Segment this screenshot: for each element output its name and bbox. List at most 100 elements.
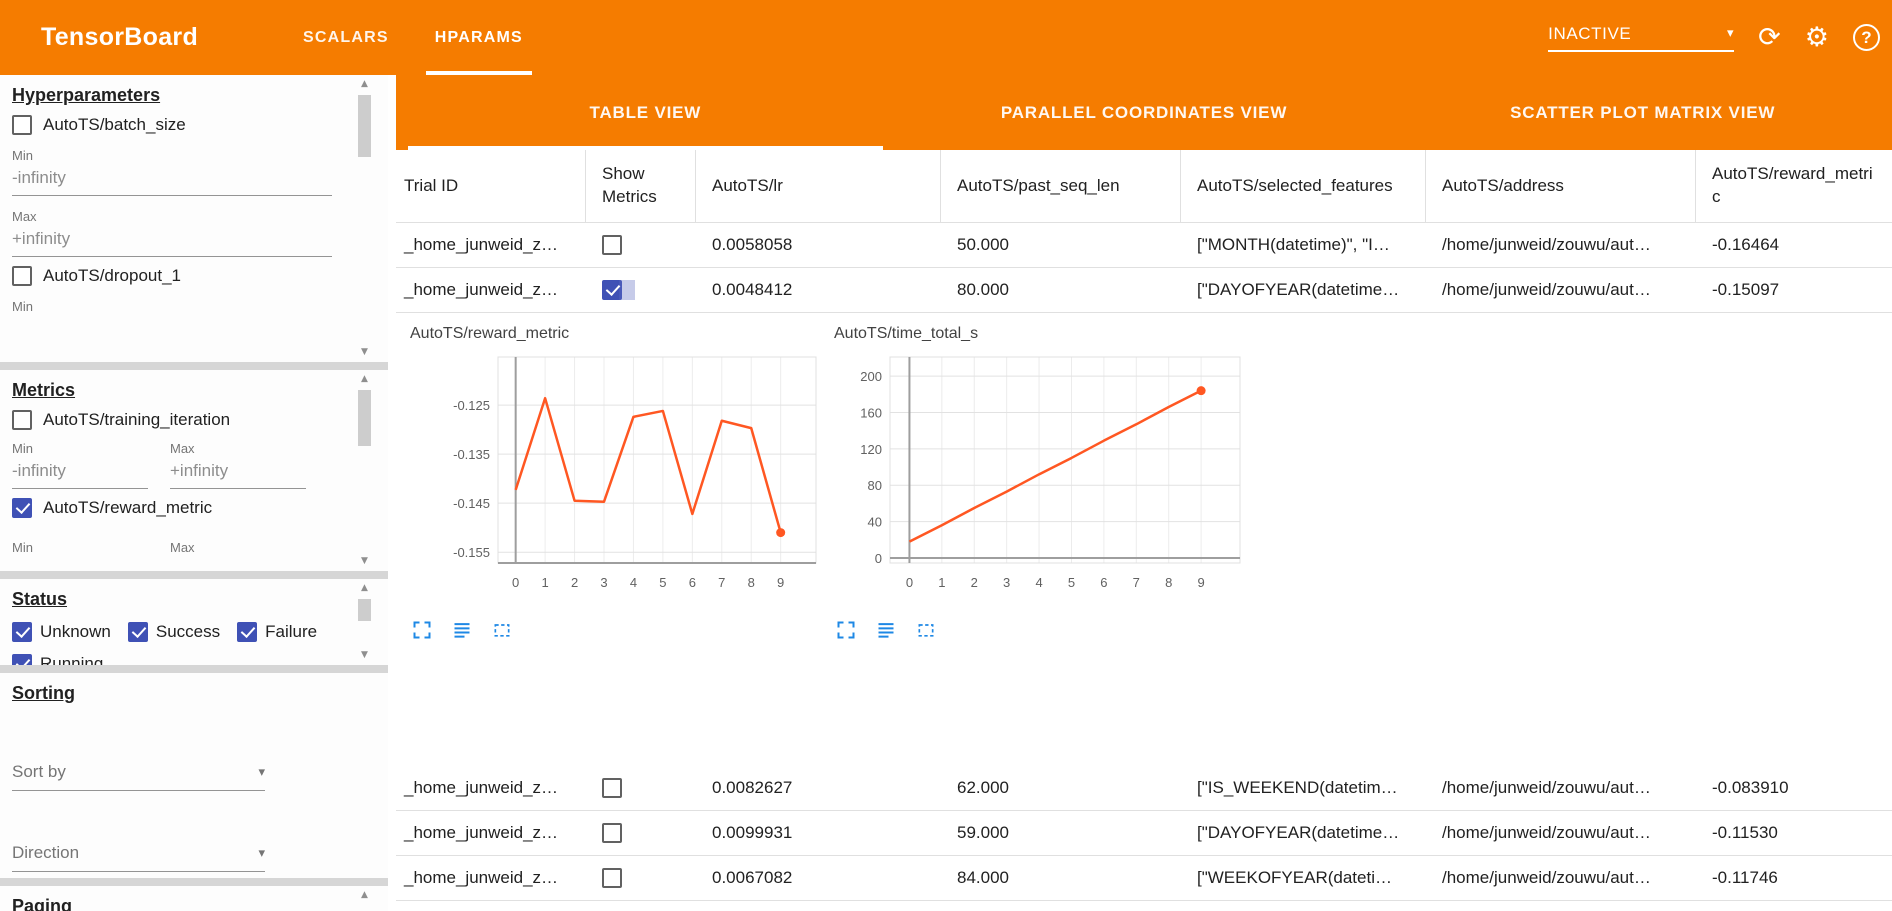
view-tab[interactable]: TABLE VIEW bbox=[396, 75, 895, 150]
fit-domain-icon[interactable] bbox=[492, 620, 512, 640]
min-label: Min bbox=[12, 148, 33, 163]
fit-domain-icon[interactable] bbox=[916, 620, 936, 640]
svg-text:-0.135: -0.135 bbox=[453, 447, 490, 462]
svg-text:3: 3 bbox=[600, 575, 607, 590]
status-dropdown[interactable]: INACTIVE ▾ bbox=[1548, 24, 1735, 52]
cell-selected-features: ["WEEKOFYEAR(dateti… bbox=[1197, 868, 1392, 887]
scroll-thumb[interactable] bbox=[358, 390, 371, 446]
cell-selected-features: ["DAYOFYEAR(datetime… bbox=[1197, 823, 1400, 842]
panel-scrollbar: ▲ ▼ bbox=[358, 375, 371, 566]
show-metrics-checkbox[interactable] bbox=[602, 280, 635, 300]
settings-icon[interactable]: ⚙ bbox=[1804, 22, 1829, 53]
paging-panel: Paging ▲ bbox=[0, 886, 388, 911]
table-row: _home_junweid_z… 0.0067082 84.000 ["WEEKOFY… bbox=[396, 856, 1892, 901]
sort-by-select[interactable]: Sort by ▾ bbox=[12, 756, 265, 791]
show-metrics-checkbox[interactable] bbox=[602, 823, 622, 843]
fullscreen-icon[interactable] bbox=[836, 620, 856, 640]
hparam-label: AutoTS/batch_size bbox=[43, 115, 186, 134]
scroll-up-icon[interactable]: ▲ bbox=[361, 79, 368, 89]
header-controls: INACTIVE ▾ ⟳ ⚙ ? bbox=[1548, 24, 1880, 52]
col-selected-features[interactable]: AutoTS/selected_features bbox=[1181, 150, 1426, 222]
metric-checkbox[interactable] bbox=[12, 410, 32, 430]
max-label: Max bbox=[170, 441, 195, 456]
min-label: Min bbox=[12, 299, 33, 314]
status-option-label: Failure bbox=[265, 622, 318, 641]
scroll-up-icon[interactable]: ▲ bbox=[361, 890, 368, 900]
svg-text:8: 8 bbox=[748, 575, 755, 590]
view-tab[interactable]: SCATTER PLOT MATRIX VIEW bbox=[1510, 102, 1776, 122]
cell-trial-id: _home_junweid_z… bbox=[404, 280, 559, 299]
status-checkbox[interactable] bbox=[12, 654, 32, 665]
metric-item-reward-metric[interactable]: AutoTS/reward_metric bbox=[12, 498, 348, 518]
help-icon[interactable]: ? bbox=[1853, 24, 1880, 51]
app-header: TensorBoard SCALARS HPARAMS INACTIVE ▾ ⟳… bbox=[0, 0, 1892, 75]
metric-item-training-iteration[interactable]: AutoTS/training_iteration bbox=[12, 410, 348, 430]
svg-text:5: 5 bbox=[659, 575, 666, 590]
status-option[interactable]: Running bbox=[12, 654, 103, 665]
status-checkbox[interactable] bbox=[237, 622, 258, 642]
tab-scalars[interactable]: SCALARS bbox=[303, 28, 389, 46]
col-show-metrics[interactable]: Show Metrics bbox=[586, 150, 696, 222]
direction-select[interactable]: Direction ▾ bbox=[12, 837, 265, 872]
status-option[interactable]: Failure bbox=[237, 622, 317, 642]
metric-checkbox[interactable] bbox=[12, 498, 32, 518]
col-trial-id[interactable]: Trial ID bbox=[396, 150, 586, 222]
col-lr[interactable]: AutoTS/lr bbox=[696, 150, 941, 222]
fullscreen-icon[interactable] bbox=[412, 620, 432, 640]
svg-text:40: 40 bbox=[868, 515, 882, 530]
cell-past-seq-len: 59.000 bbox=[957, 823, 1009, 842]
line-chart-mount: 0 1 2 3 4 5 6 7 8 9 -0.125 -0.135 -0.145 -0.155 bbox=[408, 347, 832, 614]
col-reward-metric[interactable]: AutoTS/reward_metric bbox=[1712, 164, 1873, 206]
sorting-heading: Sorting bbox=[12, 683, 75, 703]
chart-reward-metric: AutoTS/reward_metric 0 1 2 3 4 5 6 7 8 9 -0.125 -0.… bbox=[408, 325, 832, 640]
hparam-checkbox[interactable] bbox=[12, 266, 32, 286]
panel-scrollbar: ▲ ▼ bbox=[358, 80, 371, 357]
data-table-icon[interactable] bbox=[452, 620, 472, 640]
hparam-item-batch-size[interactable]: AutoTS/batch_size bbox=[12, 115, 348, 135]
svg-text:2: 2 bbox=[971, 575, 978, 590]
status-option-label: Running bbox=[40, 654, 104, 665]
view-tab[interactable]: PARALLEL COORDINATES VIEW bbox=[1000, 102, 1288, 122]
header-nav: SCALARS HPARAMS bbox=[303, 0, 533, 75]
show-metrics-checkbox[interactable] bbox=[602, 868, 622, 888]
hparam-item-dropout[interactable]: AutoTS/dropout_1 bbox=[12, 266, 348, 286]
scroll-thumb[interactable] bbox=[358, 599, 371, 621]
svg-text:160: 160 bbox=[860, 405, 882, 420]
min-input[interactable]: -infinity bbox=[12, 163, 332, 196]
scroll-up-icon[interactable]: ▲ bbox=[361, 583, 368, 593]
hparams-main: TABLE VIEW PARALLEL COORDINATES VIEW SCATT… bbox=[388, 75, 1892, 911]
cell-address: /home/junweid/zouwu/aut… bbox=[1442, 778, 1651, 797]
sidebar: Hyperparameters AutoTS/batch_size Min -i… bbox=[0, 75, 388, 911]
scroll-thumb[interactable] bbox=[358, 95, 371, 157]
chevron-down-icon: ▾ bbox=[258, 764, 265, 780]
cell-lr: 0.0067082 bbox=[712, 868, 793, 887]
status-checkbox[interactable] bbox=[12, 622, 32, 642]
tab-hparams[interactable]: HPARAMS bbox=[425, 0, 533, 75]
col-past-seq-len[interactable]: AutoTS/past_seq_len bbox=[941, 150, 1181, 222]
scroll-up-icon[interactable]: ▲ bbox=[361, 374, 368, 384]
hparam-checkbox[interactable] bbox=[12, 115, 32, 135]
max-input[interactable]: +infinity bbox=[12, 224, 332, 257]
hyperparameters-panel: Hyperparameters AutoTS/batch_size Min -i… bbox=[0, 75, 388, 362]
cell-reward-metric: -0.083910 bbox=[1712, 778, 1789, 797]
data-table-icon[interactable] bbox=[876, 620, 896, 640]
refresh-icon[interactable]: ⟳ bbox=[1758, 22, 1781, 53]
table-header: Trial ID Show Metrics AutoTS/lr AutoTS/p… bbox=[396, 150, 1892, 223]
status-option[interactable]: Success bbox=[127, 622, 220, 642]
cell-trial-id: _home_junweid_z… bbox=[404, 868, 559, 887]
scroll-down-icon[interactable]: ▼ bbox=[361, 650, 368, 660]
status-checkbox[interactable] bbox=[127, 622, 148, 642]
scroll-down-icon[interactable]: ▼ bbox=[361, 347, 368, 357]
max-input[interactable]: +infinity bbox=[170, 456, 306, 489]
chart-time-total: AutoTS/time_total_s 0 1 2 3 4 5 6 7 8 9 0 40 80 120 16… bbox=[832, 325, 1256, 640]
show-metrics-checkbox[interactable] bbox=[602, 778, 622, 798]
cell-lr: 0.0099931 bbox=[712, 823, 793, 842]
cell-reward-metric: -0.16464 bbox=[1712, 235, 1780, 254]
scroll-down-icon[interactable]: ▼ bbox=[361, 556, 368, 566]
min-input[interactable]: -infinity bbox=[12, 456, 148, 489]
show-metrics-checkbox[interactable] bbox=[602, 235, 622, 255]
metrics-charts-row: AutoTS/reward_metric 0 1 2 3 4 5 6 7 8 9 -0.125 -0.… bbox=[396, 313, 1892, 646]
show-metrics-cell bbox=[586, 280, 696, 300]
col-address[interactable]: AutoTS/address bbox=[1426, 150, 1696, 222]
status-option[interactable]: Unknown bbox=[12, 622, 111, 642]
